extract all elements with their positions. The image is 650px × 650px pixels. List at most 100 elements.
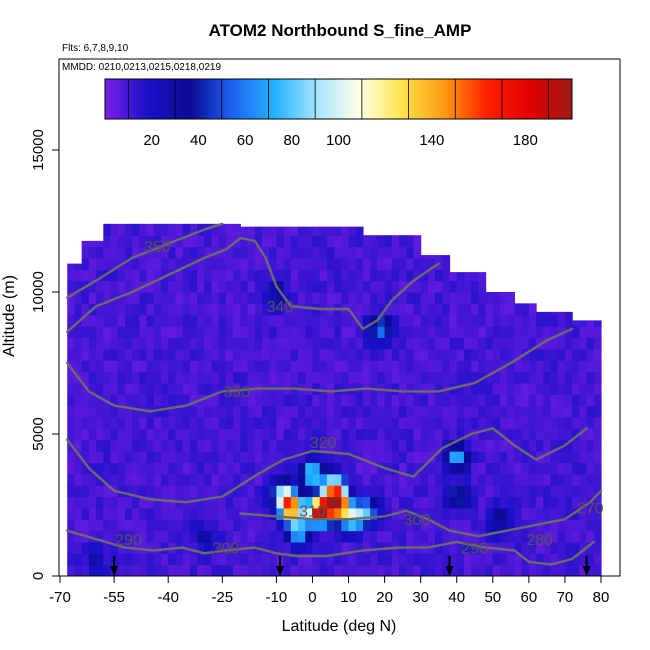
heatmap-cell xyxy=(456,280,465,293)
heatmap-cell xyxy=(261,485,270,498)
heatmap-cell xyxy=(543,337,552,350)
heatmap-cell xyxy=(326,226,335,236)
heatmap-cell xyxy=(197,405,205,418)
heatmap-cell xyxy=(550,382,559,395)
heatmap-cell xyxy=(283,292,292,304)
heatmap-cell xyxy=(557,541,566,554)
heatmap-cell xyxy=(110,326,119,339)
heatmap-cell xyxy=(543,485,552,498)
heatmap-cell xyxy=(319,428,328,441)
heatmap-cell xyxy=(362,462,371,475)
heatmap-cell xyxy=(74,530,83,543)
heatmap-cell xyxy=(319,507,328,520)
heatmap-cell xyxy=(146,496,155,509)
heatmap-cell xyxy=(254,235,263,248)
heatmap-cell xyxy=(564,496,573,509)
heatmap-cell xyxy=(146,541,155,554)
heatmap-cell xyxy=(110,451,119,463)
heatmap-cell xyxy=(197,553,205,566)
heatmap-cell xyxy=(326,519,335,532)
heatmap-cell xyxy=(117,246,126,259)
heatmap-cell xyxy=(88,314,97,327)
heatmap-cell xyxy=(536,382,544,395)
heatmap-cell xyxy=(391,371,400,384)
heatmap-cell xyxy=(146,235,155,248)
heatmap-cell xyxy=(341,246,350,259)
heatmap-cell xyxy=(168,280,177,293)
heatmap-cell xyxy=(240,314,249,327)
heatmap-cell xyxy=(283,269,292,282)
heatmap-cell xyxy=(160,541,169,554)
heatmap-cell xyxy=(579,348,588,361)
heatmap-cell xyxy=(283,371,292,384)
heatmap-cell xyxy=(225,280,234,293)
heatmap-cell xyxy=(182,348,191,361)
heatmap-cell xyxy=(103,541,112,554)
heatmap-cell xyxy=(521,405,530,418)
heatmap-cell xyxy=(298,280,306,293)
heatmap-cell xyxy=(240,439,249,452)
heatmap-cell xyxy=(290,564,299,576)
heatmap-cell xyxy=(355,462,364,475)
heatmap-cell xyxy=(298,553,306,566)
heatmap-cell xyxy=(579,337,588,350)
heatmap-cell xyxy=(507,394,516,407)
heatmap-cell xyxy=(341,269,350,282)
heatmap-cell xyxy=(471,337,479,350)
heatmap-cell xyxy=(579,326,588,339)
heatmap-cell xyxy=(146,462,155,475)
heatmap-cell xyxy=(117,462,126,475)
heatmap-cell xyxy=(74,496,83,509)
heatmap-cell xyxy=(110,496,119,509)
heatmap-cell xyxy=(334,530,342,543)
heatmap-cell xyxy=(182,553,191,566)
heatmap-cell xyxy=(197,564,205,576)
heatmap-cell xyxy=(593,451,602,463)
heatmap-cell xyxy=(326,257,335,270)
heatmap-cell xyxy=(103,314,112,327)
heatmap-cell xyxy=(81,292,90,304)
colorbar-tick-label: 140 xyxy=(419,132,444,149)
heatmap-cell xyxy=(593,473,602,486)
heatmap-cell xyxy=(384,246,393,259)
heatmap-cell xyxy=(593,541,602,554)
heatmap-cell xyxy=(189,541,198,554)
heatmap-cell xyxy=(81,303,90,316)
heatmap-cell xyxy=(218,473,227,486)
heatmap-cell xyxy=(564,371,573,384)
heatmap-cell xyxy=(384,394,393,407)
heatmap-cell xyxy=(319,360,328,373)
heatmap-cell xyxy=(348,269,357,282)
heatmap-cell xyxy=(485,439,494,452)
heatmap-cell xyxy=(290,235,299,248)
heatmap-cell xyxy=(572,416,580,429)
heatmap-cell xyxy=(204,280,213,293)
heatmap-cell xyxy=(88,360,97,373)
heatmap-cell xyxy=(290,530,299,543)
heatmap-cell xyxy=(67,451,76,463)
heatmap-cell xyxy=(305,292,314,304)
heatmap-cell xyxy=(492,519,501,532)
heatmap-cell xyxy=(153,269,162,282)
heatmap-cell xyxy=(254,348,263,361)
heatmap-cell xyxy=(528,348,537,361)
heatmap-cell xyxy=(435,337,443,350)
heatmap-cell xyxy=(435,314,443,327)
heatmap-cell xyxy=(204,519,213,532)
heatmap-cell xyxy=(88,326,97,339)
heatmap-cell xyxy=(463,292,472,304)
heatmap-cell xyxy=(500,473,508,486)
heatmap-cell xyxy=(197,371,205,384)
heatmap-cell xyxy=(233,292,241,304)
heatmap-cell xyxy=(225,257,234,270)
heatmap-cell xyxy=(463,280,472,293)
heatmap-cell xyxy=(471,272,479,282)
heatmap-cell xyxy=(247,485,256,498)
heatmap-cell xyxy=(153,371,162,384)
heatmap-cell xyxy=(420,530,429,543)
heatmap-cell xyxy=(139,405,148,418)
heatmap-cell xyxy=(218,394,227,407)
heatmap-cell xyxy=(377,485,386,498)
heatmap-cell xyxy=(355,507,364,520)
heatmap-cell xyxy=(117,235,126,248)
